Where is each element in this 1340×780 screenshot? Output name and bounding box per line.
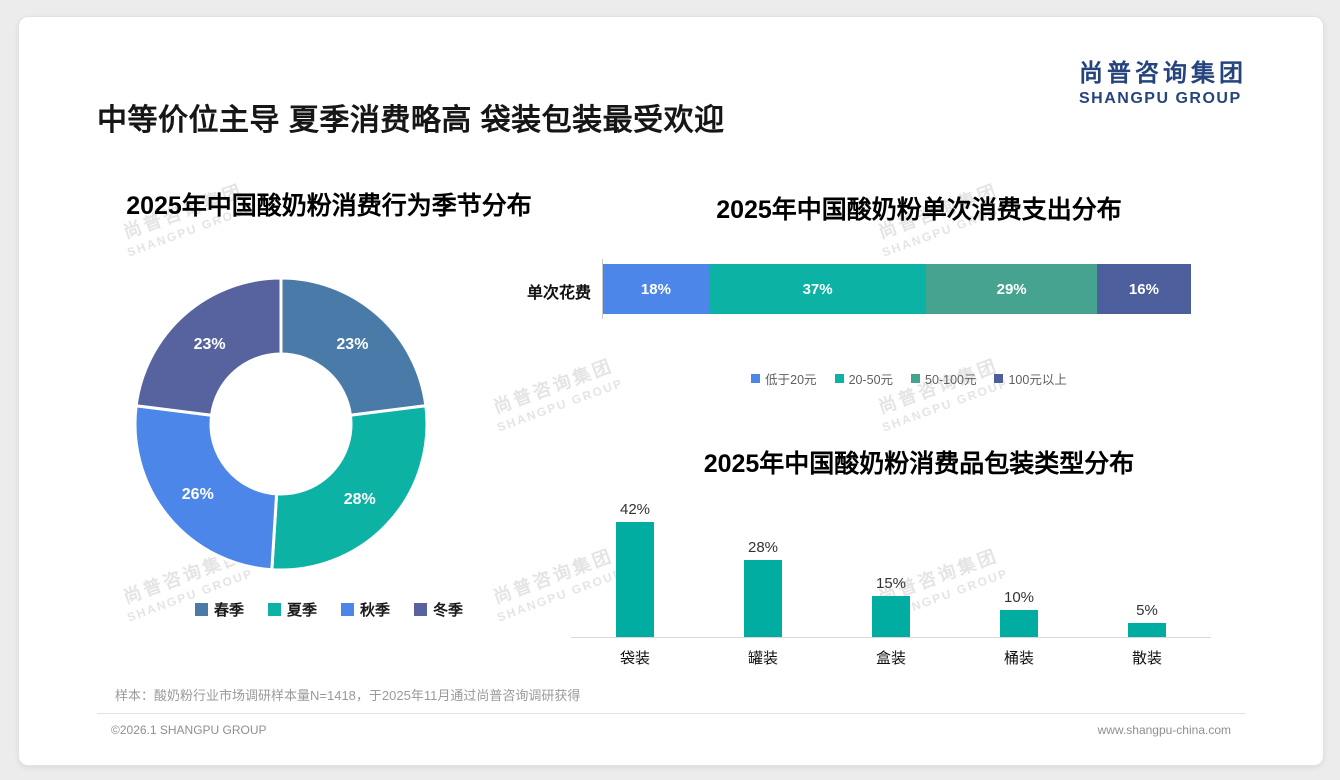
logo-text-cn: 尚普咨询集团 bbox=[1079, 60, 1247, 87]
bar-category-label: 散装 bbox=[1131, 650, 1162, 667]
legend-label: 50-100元 bbox=[925, 373, 977, 387]
legend-item-3: 100元以上 bbox=[994, 369, 1067, 388]
bar-column-4: 5% bbox=[1083, 602, 1211, 637]
stacked-axis-line bbox=[602, 259, 603, 319]
company-logo: 尚普咨询集团 SHANGPU GROUP bbox=[1079, 53, 1247, 108]
stacked-segment-1: 37% bbox=[708, 264, 927, 314]
stacked-segment-value: 18% bbox=[640, 280, 671, 298]
bar-category-label: 袋装 bbox=[619, 650, 650, 667]
donut-legend: 春季 夏季 秋季 冬季 bbox=[59, 599, 599, 620]
bar-value-label: 42% bbox=[619, 500, 651, 518]
legend-label: 100元以上 bbox=[1008, 373, 1067, 387]
bar-column-1: 28% bbox=[699, 539, 827, 637]
watermark-text-en: SHANGPU GROUP bbox=[495, 375, 626, 435]
legend-label: 夏季 bbox=[286, 602, 317, 619]
stacked-segment-value: 37% bbox=[802, 280, 833, 298]
legend-label: 20-50元 bbox=[848, 373, 894, 387]
bar bbox=[872, 595, 910, 637]
donut-segment-2 bbox=[133, 404, 279, 572]
legend-label: 冬季 bbox=[433, 602, 464, 619]
bar-value-label: 28% bbox=[747, 539, 779, 556]
bar-value-label: 10% bbox=[1003, 588, 1035, 606]
legend-swatch bbox=[194, 603, 208, 616]
stacked-segment-2: 29% bbox=[926, 264, 1097, 314]
donut-segment-0 bbox=[279, 276, 428, 417]
legend-item-1: 夏季 bbox=[267, 599, 317, 620]
slide-card: 尚普咨询集团 SHANGPU GROUP 尚普咨询集团 SHANGPU GROUP 尚普… bbox=[18, 16, 1324, 766]
legend-swatch bbox=[267, 603, 281, 616]
stacked-segment-0: 18% bbox=[603, 264, 709, 314]
donut-segment-value: 28% bbox=[344, 491, 376, 508]
legend-item-0: 春季 bbox=[194, 599, 244, 620]
donut-chart-title: 2025年中国酸奶粉消费行为季节分布 bbox=[126, 191, 532, 220]
donut-segment-value: 23% bbox=[336, 336, 368, 353]
bar-value-label: 15% bbox=[875, 574, 907, 592]
column-chart-title: 2025年中国酸奶粉消费品包装类型分布 bbox=[703, 449, 1135, 478]
legend-item-2: 50-100元 bbox=[911, 369, 976, 388]
bar-category-label: 盒装 bbox=[875, 650, 906, 667]
legend-swatch bbox=[834, 374, 844, 383]
legend-swatch bbox=[994, 374, 1004, 383]
bar-category-label: 罐装 bbox=[747, 650, 778, 667]
stacked-segment-value: 16% bbox=[1128, 280, 1159, 298]
donut-chart: 23% 28% 26% 23% bbox=[133, 276, 429, 572]
stacked-row-label: 单次花费 bbox=[526, 285, 591, 302]
bar-value-label: 5% bbox=[1136, 602, 1158, 620]
footer-website: www.shangpu-china.com bbox=[1097, 723, 1231, 737]
legend-swatch bbox=[414, 603, 428, 616]
column-plot-area: 42% 28% 15% 10% 5% bbox=[571, 479, 1211, 638]
bar bbox=[616, 521, 654, 637]
donut-segment-value: 23% bbox=[194, 336, 226, 353]
legend-item-1: 20-50元 bbox=[834, 369, 894, 388]
page-title: 中等价位主导 夏季消费略高 袋装包装最受欢迎 bbox=[97, 104, 725, 138]
donut-segment-value: 26% bbox=[182, 486, 214, 503]
stacked-segment-3: 16% bbox=[1096, 264, 1191, 314]
donut-segment-3 bbox=[134, 276, 283, 417]
legend-swatch bbox=[911, 374, 921, 383]
bar-category-label: 桶装 bbox=[1003, 650, 1034, 667]
logo-text-en: SHANGPU GROUP bbox=[1079, 90, 1242, 107]
column-chart: 42% 28% 15% 10% 5% 袋装 罐装 盒装 桶装 散装 bbox=[571, 479, 1211, 668]
stacked-legend: 低于20元 20-50元 50-100元 100元以上 bbox=[609, 369, 1209, 388]
watermark: 尚普咨询集团 SHANGPU GROUP bbox=[871, 350, 1011, 434]
bar-column-0: 42% bbox=[571, 500, 699, 637]
legend-label: 秋季 bbox=[360, 602, 391, 619]
legend-item-3: 冬季 bbox=[414, 599, 463, 620]
legend-label: 春季 bbox=[213, 602, 244, 619]
stacked-bar: 18% 37% 29% 16% bbox=[603, 264, 1191, 314]
watermark-text-cn: 尚普咨询集团 bbox=[490, 355, 617, 418]
footer: ©2026.1 SHANGPU GROUP www.shangpu-china.… bbox=[111, 723, 1231, 737]
legend-label: 低于20元 bbox=[765, 373, 817, 387]
watermark: 尚普咨询集团 SHANGPU GROUP bbox=[486, 350, 626, 435]
sample-note: 样本：酸奶粉行业市场调研样本量N=1418，于2025年11月通过尚普咨询调研获… bbox=[115, 688, 581, 703]
bar bbox=[1128, 623, 1166, 637]
stacked-segment-value: 29% bbox=[996, 280, 1027, 298]
bar bbox=[1000, 609, 1038, 637]
bar-column-2: 15% bbox=[827, 575, 955, 637]
footer-copyright: ©2026.1 SHANGPU GROUP bbox=[111, 723, 267, 737]
bar bbox=[744, 560, 782, 637]
column-category-labels: 袋装 罐装 盒装 桶装 散装 bbox=[571, 647, 1211, 668]
footer-divider bbox=[97, 713, 1245, 714]
stacked-chart-title: 2025年中国酸奶粉单次消费支出分布 bbox=[716, 195, 1122, 224]
legend-item-0: 低于20元 bbox=[751, 369, 817, 388]
legend-item-2: 秋季 bbox=[341, 599, 390, 620]
legend-swatch bbox=[751, 374, 761, 383]
legend-swatch bbox=[341, 603, 354, 616]
donut-segment-1 bbox=[270, 404, 429, 572]
bar-column-3: 10% bbox=[955, 588, 1083, 637]
